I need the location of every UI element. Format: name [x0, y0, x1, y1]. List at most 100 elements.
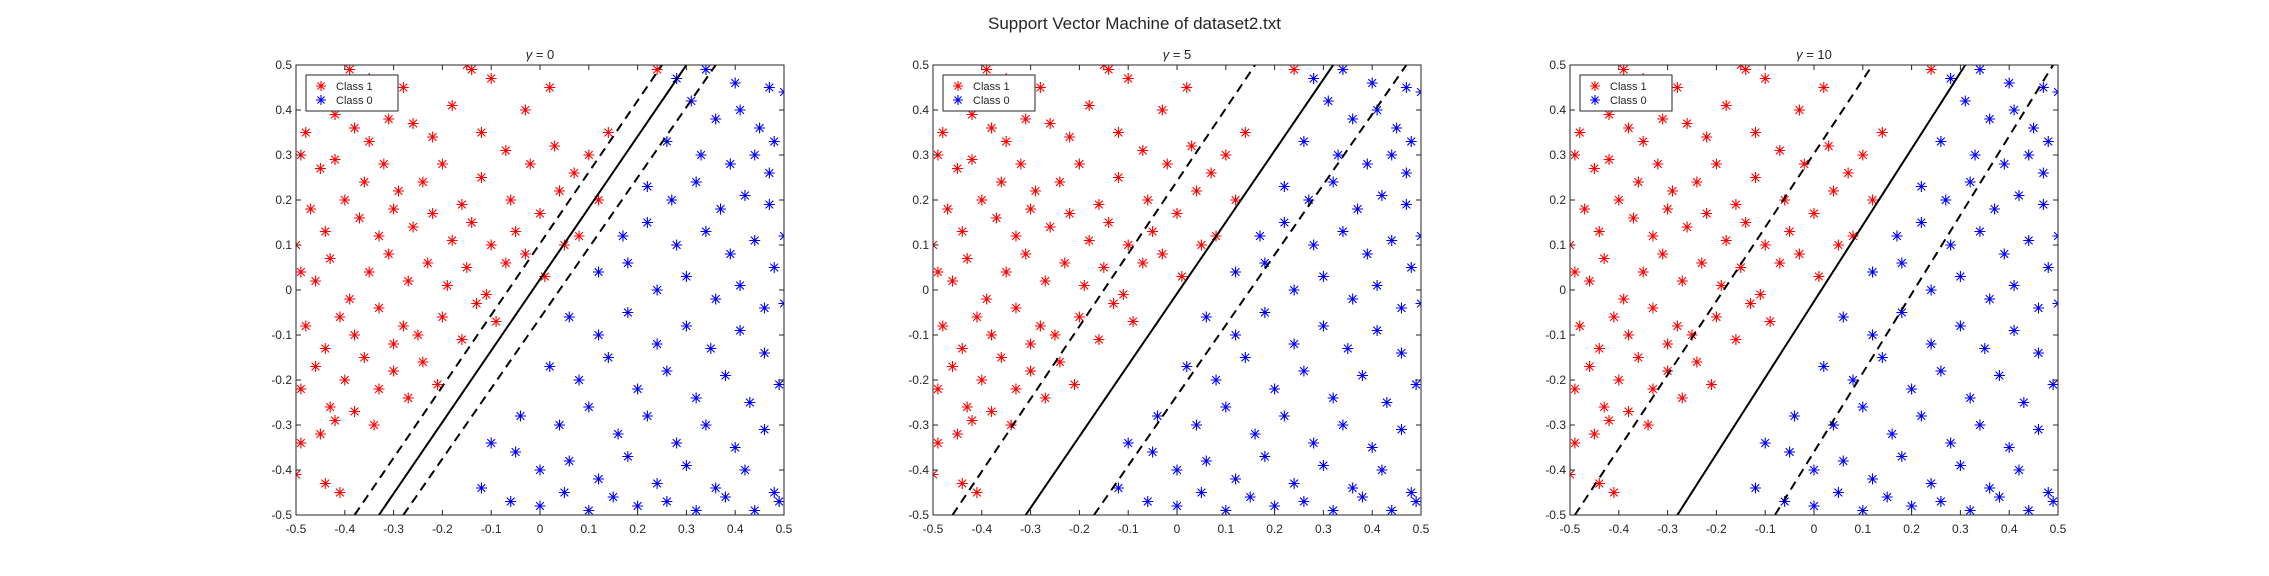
class-0-point-71 [1984, 482, 1996, 494]
class-1-point-29 [1749, 172, 1761, 183]
class-1-point-46 [1740, 217, 1752, 228]
class-1-point-62 [1098, 262, 1110, 273]
class-0-point-76 [1808, 500, 1820, 512]
class-1-point-51 [573, 230, 585, 242]
class-0-point-29 [1867, 266, 1879, 278]
class-0-point-14 [763, 167, 775, 179]
class-1-point-52 [1867, 194, 1879, 206]
class-0-point-81 [1935, 496, 1947, 507]
class-0-point-37 [1200, 311, 1212, 323]
class-0-point-58 [1278, 410, 1290, 422]
x-tick-label: 0.2 [1903, 522, 1920, 536]
x-tick-label: 0 [1174, 522, 1181, 536]
class-1-point-79 [490, 316, 502, 327]
class-1-point-53 [1570, 266, 1581, 278]
class-1-point-47 [485, 239, 497, 251]
legend-label-class-0: Class 0 [1610, 95, 1647, 107]
class-1-point-14 [1064, 131, 1076, 143]
class-1-point-96 [1593, 478, 1605, 489]
class-1-point-70 [971, 311, 983, 323]
class-0-point-74 [475, 482, 487, 494]
class-1-point-55 [961, 253, 973, 264]
class-0-point-38 [1230, 329, 1242, 341]
class-1-point-49 [1808, 208, 1820, 219]
class-0-point-47 [602, 352, 614, 363]
class-0-point-64 [510, 446, 522, 458]
decision-boundary-line [1024, 65, 1334, 515]
margin-line-1 [353, 65, 663, 515]
class-1-point-84 [995, 352, 1007, 363]
class-0-point-61 [2003, 442, 2015, 453]
series-class-1 [1570, 65, 1937, 498]
class-1-point-18 [1156, 104, 1168, 116]
class-1-point-11 [1000, 136, 1012, 147]
class-0-point-0 [1308, 73, 1320, 84]
x-tick-label: -0.2 [432, 522, 453, 536]
class-0-point-46 [1847, 374, 1859, 386]
class-0-point-25 [1974, 226, 1986, 237]
class-1-point-15 [446, 100, 458, 111]
y-tick-label: 0.4 [1549, 103, 1566, 117]
class-1-point-21 [951, 163, 963, 174]
class-1-point-33 [1205, 167, 1217, 179]
legend: Class 1 Class 0 [1579, 74, 1673, 112]
class-1-point-34 [583, 149, 595, 161]
x-tick-label: -0.4 [971, 522, 992, 536]
class-0-point-68 [622, 451, 634, 462]
class-0-point-3 [1400, 82, 1412, 93]
class-1-point-46 [1103, 217, 1115, 228]
class-1-point-77 [456, 334, 468, 345]
class-0-point-19 [739, 190, 751, 201]
class-0-point-3 [763, 82, 775, 93]
class-1-point-54 [310, 275, 322, 287]
class-1-point-45 [1083, 235, 1095, 246]
y-tick-label: -0.3 [1545, 418, 1566, 432]
class-0-point-68 [1896, 451, 1908, 462]
class-0-point-34 [1371, 280, 1383, 291]
class-1-point-90 [1570, 437, 1581, 449]
class-0-point-28 [1405, 262, 1417, 273]
class-1-point-47 [1122, 239, 1134, 251]
class-1-point-7 [937, 127, 949, 138]
class-0-point-13 [1386, 149, 1398, 161]
class-1-point-57 [1637, 266, 1649, 278]
class-0-point-19 [1376, 190, 1388, 201]
class-0-point-80 [1906, 500, 1918, 512]
subplot-title: γ = 0 [526, 47, 555, 62]
gamma-value: = 5 [1169, 47, 1191, 62]
class-1-point-58 [1657, 248, 1669, 260]
class-0-point-68 [1259, 451, 1271, 462]
class-1-point-2 [1671, 82, 1683, 93]
class-1-point-74 [1034, 320, 1046, 332]
class-1-point-24 [378, 158, 390, 170]
class-0-point-12 [1361, 158, 1373, 170]
class-1-point-4 [1103, 65, 1115, 75]
class-0-point-33 [710, 293, 722, 305]
class-1-point-90 [296, 437, 307, 449]
y-tick-label: -0.5 [1545, 508, 1566, 522]
class-1-point-66 [539, 271, 551, 282]
class-1-point-70 [1608, 311, 1620, 323]
class-0-point-52 [1381, 397, 1393, 408]
class-0-point-48 [1906, 383, 1918, 395]
class-0-point-42 [1979, 343, 1991, 354]
x-tick-label: 0.4 [727, 522, 744, 536]
class-1-point-23 [995, 176, 1007, 188]
class-0-point-73 [1405, 487, 1417, 498]
class-1-point-59 [402, 275, 414, 287]
class-0-point-85 [773, 496, 784, 507]
class-0-point-15 [1278, 181, 1290, 192]
class-0-point-84 [1386, 505, 1398, 515]
class-0-point-51 [1356, 370, 1368, 381]
class-0-point-70 [1954, 460, 1966, 471]
x-tick-label: 0.4 [2001, 522, 2018, 536]
class-1-point-63 [480, 289, 492, 300]
class-0-point-73 [2042, 487, 2054, 498]
class-1-point-6 [1288, 65, 1300, 75]
class-0-point-16 [1940, 194, 1952, 206]
class-1-point-92 [329, 415, 341, 426]
y-tick-label: 0.4 [275, 103, 292, 117]
class-1-point-23 [1632, 176, 1644, 188]
